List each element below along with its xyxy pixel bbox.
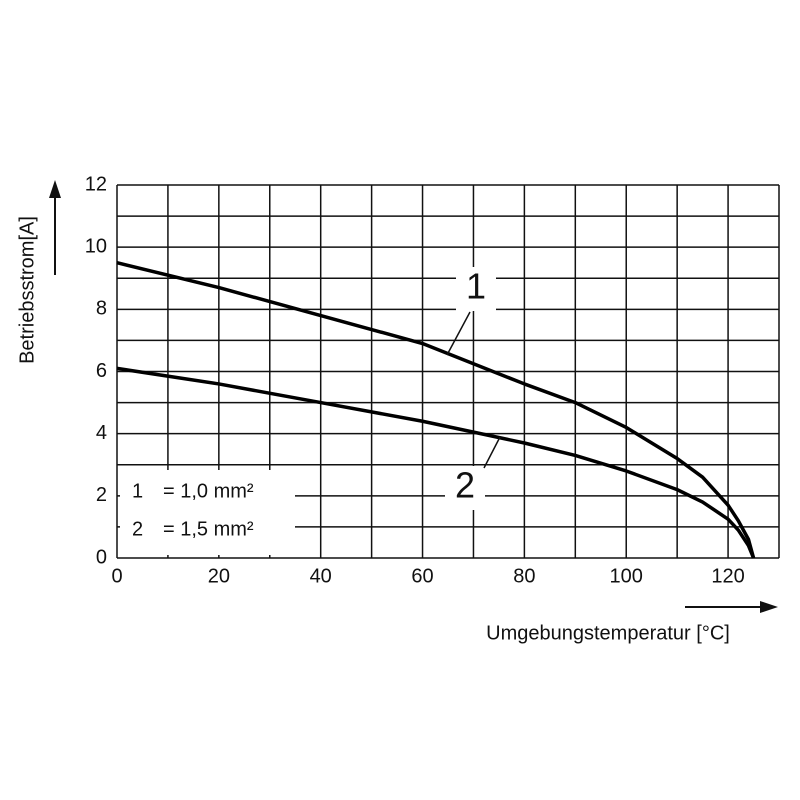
series-line [116,366,756,559]
annotation-bg [445,466,485,510]
x-tick-label: 20 [208,565,230,587]
leader-line [446,311,471,356]
y-arrowhead [49,180,61,198]
y-axis-label: Betriebsstrom[A] [16,216,38,364]
curve-label: 1 [466,266,486,307]
legend-label: = 1,0 mm² [163,480,254,502]
legend-key: 2 [132,518,143,540]
y-tick-label: 0 [96,546,107,568]
leader-line [483,436,501,469]
x-tick-label: 120 [711,565,744,587]
y-tick-label: 8 [96,298,107,320]
y-tick-label: 10 [85,235,107,257]
y-tick-label: 4 [96,422,107,444]
annotation-bg [456,267,496,311]
x-tick-label: 100 [610,565,643,587]
x-tick-label: 0 [111,565,122,587]
curve-label: 2 [455,465,475,506]
x-axis-label: Umgebungstemperatur [°C] [486,622,730,644]
y-tick-label: 12 [85,173,107,195]
y-tick-label: 2 [96,484,107,506]
y-tick-label: 6 [96,360,107,382]
legend-label: = 1,5 mm² [163,518,254,540]
legend-box [120,470,295,555]
x-tick-label: 60 [411,565,433,587]
x-tick-label: 80 [513,565,535,587]
series-line [116,261,756,559]
legend-key: 1 [132,480,143,502]
x-tick-label: 40 [310,565,332,587]
x-arrowhead [760,601,778,613]
